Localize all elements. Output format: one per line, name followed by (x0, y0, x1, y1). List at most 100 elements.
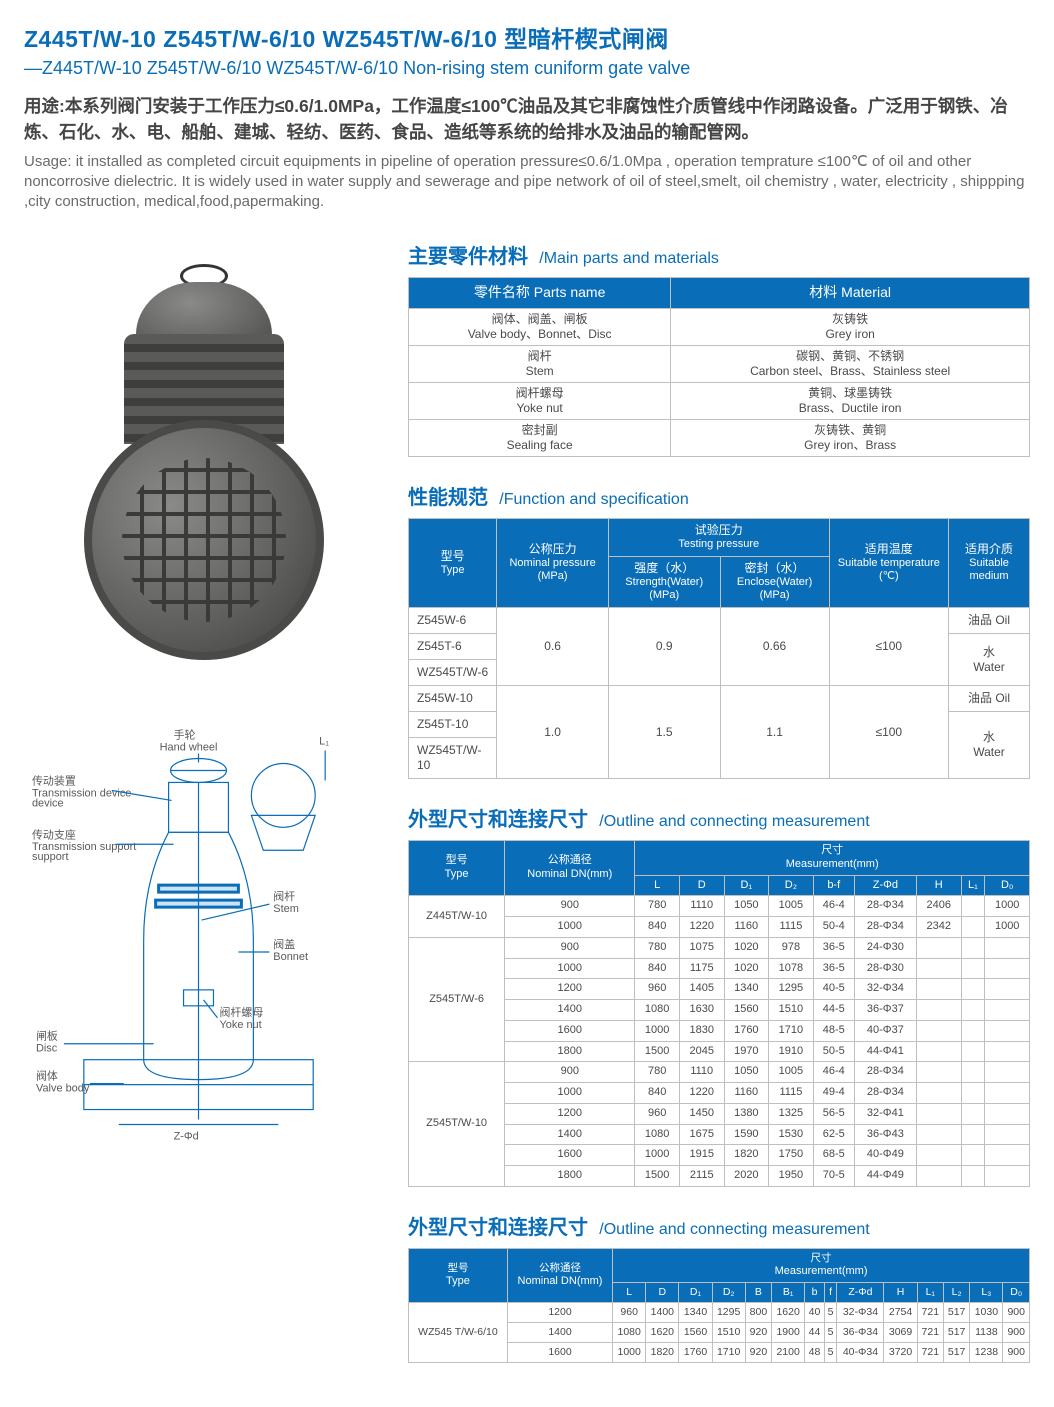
cell: 1820 (646, 1343, 679, 1363)
svg-text:Valve body: Valve body (36, 1083, 90, 1095)
cell: 28-Φ30 (854, 958, 916, 979)
cell: 40-Φ37 (854, 1020, 916, 1041)
dim-th-col: D₂ (769, 875, 814, 896)
cell: 1160 (724, 917, 769, 938)
cell: 1200 (507, 1302, 612, 1322)
table-row: 密封副Sealing face灰铸铁、黄铜Grey iron、Brass (409, 419, 1030, 456)
cell: Z545W-10 (409, 686, 497, 712)
dim-th-col: H (916, 875, 961, 896)
cell: 1000 (635, 1145, 680, 1166)
cell: 2115 (679, 1166, 724, 1187)
cell: 900 (1003, 1322, 1030, 1342)
cell: 2754 (884, 1302, 917, 1322)
cell: 920 (745, 1343, 771, 1363)
cell: 1405 (679, 979, 724, 1000)
cell: 1080 (635, 1124, 680, 1145)
cell: 900 (1003, 1343, 1030, 1363)
cell: 1.0 (497, 686, 609, 779)
cell: 1820 (724, 1145, 769, 1166)
svg-text:Disc: Disc (36, 1043, 58, 1055)
svg-text:手轮: 手轮 (174, 728, 196, 742)
cell: 900 (505, 1062, 635, 1083)
cell: 44-5 (813, 1000, 854, 1021)
cell: 1200 (505, 979, 635, 1000)
cell: 1050 (724, 1062, 769, 1083)
dim2-th-col: D₂ (712, 1282, 745, 1302)
cell: 1080 (613, 1322, 646, 1342)
cell: 721 (917, 1302, 943, 1322)
cell: 2406 (916, 896, 961, 917)
cell: 1340 (679, 1302, 712, 1322)
usage-en: Usage: it installed as completed circuit… (24, 152, 1030, 213)
dim-th-col: L (635, 875, 680, 896)
cell: 1.1 (720, 686, 829, 779)
spec-heading: 性能规范 /Function and specification (408, 481, 1030, 510)
cell: 50-4 (813, 917, 854, 938)
cell: 1020 (724, 958, 769, 979)
cell: 碳钢、黄铜、不锈钢Carbon steel、Brass、Stainless st… (671, 345, 1030, 382)
dim-th-col: D₀ (985, 875, 1030, 896)
cell: 1800 (505, 1041, 635, 1062)
svg-text:阀盖: 阀盖 (273, 937, 295, 951)
cell: 1750 (769, 1145, 814, 1166)
cell (961, 1166, 985, 1187)
cell: 黄铜、球墨铸铁Brass、Ductile iron (671, 382, 1030, 419)
spec-th-strength: 强度（水）Strength(Water) (MPa) (608, 556, 720, 608)
cell: 1400 (507, 1322, 612, 1342)
cell: 1295 (712, 1302, 745, 1322)
cell (961, 917, 985, 938)
cell: 1080 (635, 1000, 680, 1021)
cell: Z545T/W-10 (409, 1062, 505, 1187)
usage-cn: 用途:本系列阀门安装于工作压力≤0.6/1.0MPa，工作温度≤100℃油品及其… (24, 93, 1030, 146)
cell: 1238 (970, 1343, 1003, 1363)
spec-th-testing: 试验压力Testing pressure (608, 518, 829, 556)
cell: 36-5 (813, 958, 854, 979)
cell: 44 (805, 1322, 825, 1342)
cell (916, 979, 961, 1000)
cell (961, 958, 985, 979)
cell: 油品 Oil (949, 686, 1030, 712)
cell: 960 (635, 1103, 680, 1124)
table-row: Z545W-60.60.90.66≤100油品 Oil (409, 608, 1030, 634)
cell: 1830 (679, 1020, 724, 1041)
cell: 1000 (505, 958, 635, 979)
cell (961, 1124, 985, 1145)
cell: 46-4 (813, 1062, 854, 1083)
cell: 1020 (724, 937, 769, 958)
cell: 1220 (679, 917, 724, 938)
dim2-th-meas: 尺寸Measurement(mm) (613, 1248, 1030, 1282)
cell (916, 1145, 961, 1166)
cell: 1400 (505, 1000, 635, 1021)
dim2-th-col: H (884, 1282, 917, 1302)
cell (985, 937, 1030, 958)
cell: 水Water (949, 712, 1030, 779)
cell: 1500 (635, 1166, 680, 1187)
cell (985, 1020, 1030, 1041)
cell: 1.5 (608, 686, 720, 779)
cell: 56-5 (813, 1103, 854, 1124)
cell: 1600 (505, 1020, 635, 1041)
table-row: 阀杆螺母Yoke nut黄铜、球墨铸铁Brass、Ductile iron (409, 382, 1030, 419)
cell: 49-4 (813, 1083, 854, 1104)
cell: 36-5 (813, 937, 854, 958)
cell: 780 (635, 1062, 680, 1083)
svg-text:传动装置: 传动装置 (32, 775, 76, 788)
cell: 1600 (507, 1343, 612, 1363)
parts-th-material: 材料 Material (671, 278, 1030, 309)
cell: 1050 (724, 896, 769, 917)
parts-heading: 主要零件材料 /Main parts and materials (408, 240, 1030, 269)
cell: 2020 (724, 1166, 769, 1187)
cell: 24-Φ30 (854, 937, 916, 958)
svg-text:Z-Φd: Z-Φd (174, 1131, 199, 1143)
dim2-th-col: Z-Φd (837, 1282, 884, 1302)
cell: 840 (635, 917, 680, 938)
dim-th-col: D (679, 875, 724, 896)
cell (985, 1000, 1030, 1021)
spec-th-temp: 适用温度Suitable temperature (℃) (829, 518, 948, 607)
cell: 2342 (916, 917, 961, 938)
dim-th-type: 型号Type (409, 841, 505, 896)
cell: 1630 (679, 1000, 724, 1021)
cell: 1970 (724, 1041, 769, 1062)
cell: 1710 (712, 1343, 745, 1363)
dim2-th-col: b (805, 1282, 825, 1302)
